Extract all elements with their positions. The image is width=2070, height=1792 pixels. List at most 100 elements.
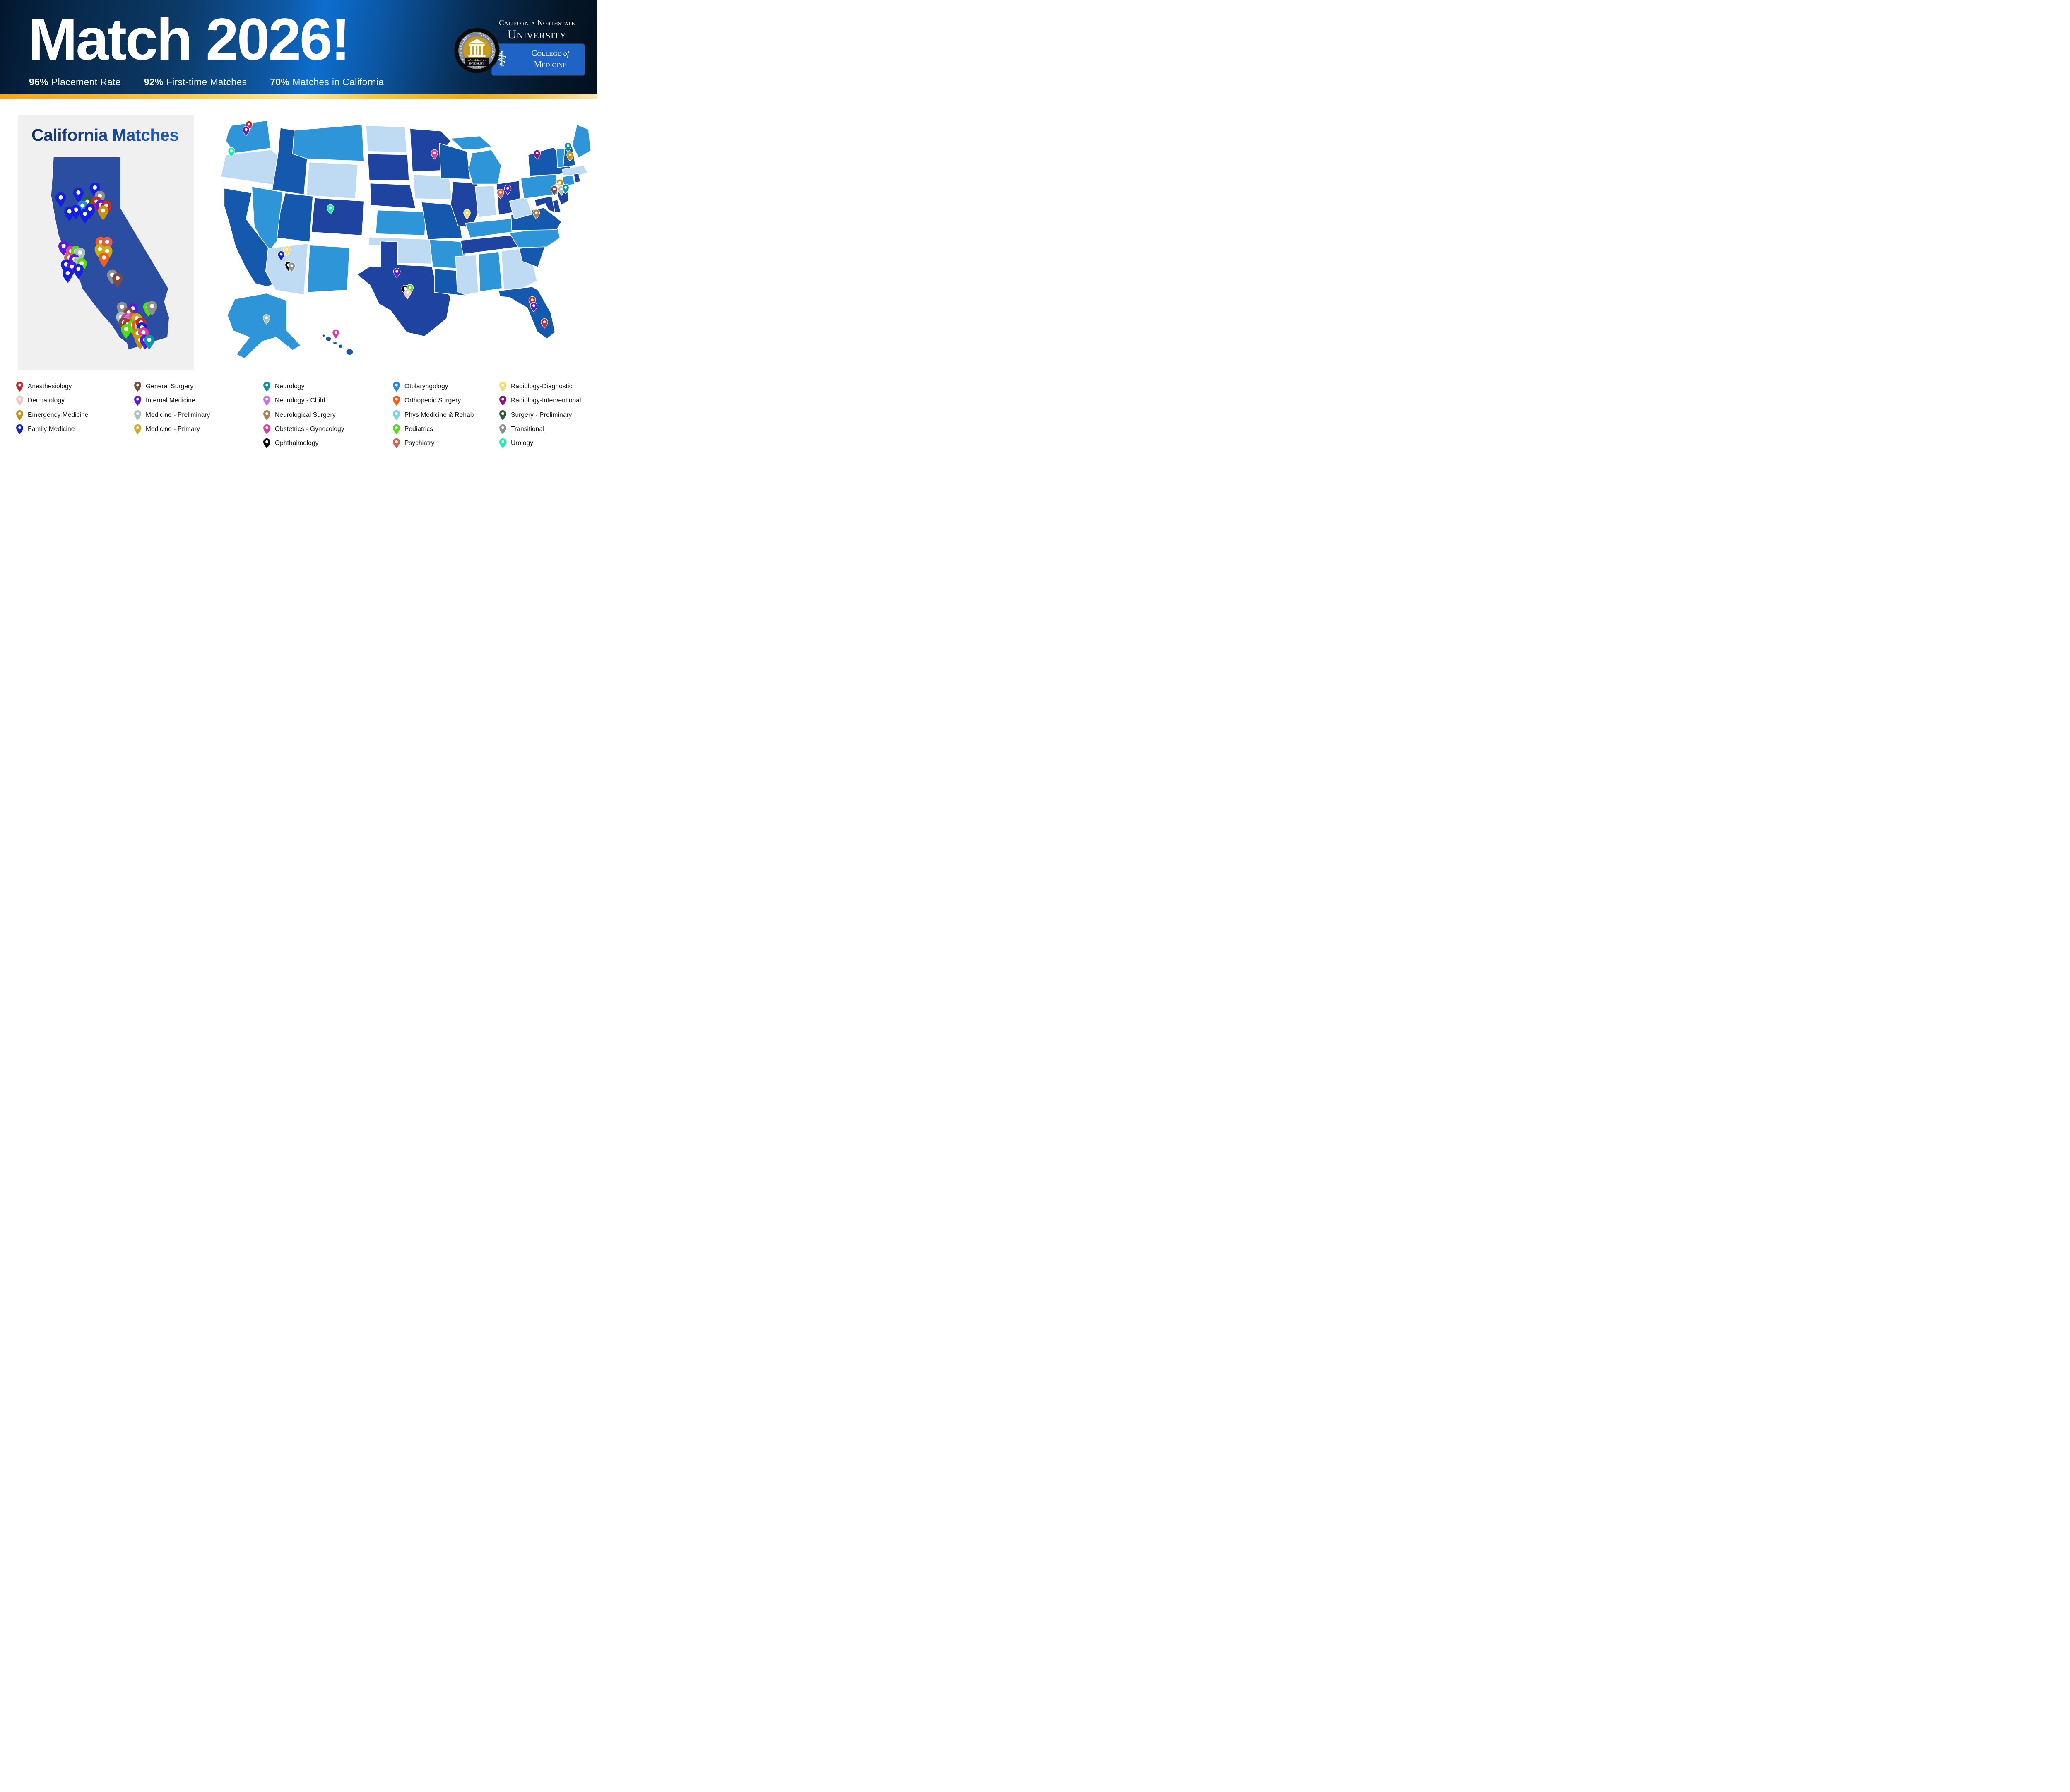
legend-label: Ophthalmology: [275, 440, 319, 447]
ca-pin-family_medicine: [79, 209, 90, 224]
legend-item-emergency_medicine: Emergency Medicine: [16, 408, 89, 422]
us-pin-TX-internal_medicine: [393, 268, 401, 278]
legend-item-medicine_preliminary: Medicine - Preliminary: [134, 408, 210, 422]
legend-item-internal_medicine: Internal Medicine: [134, 394, 210, 408]
us-pin-NH-emergency_medicine: [566, 151, 574, 162]
orthopedic_surgery-pin-icon: [393, 396, 400, 406]
state-MS: [455, 255, 479, 296]
us-pin-AZ-radiology_diagnostic: [283, 245, 291, 256]
legend-item-phys_medicine_rehab: Phys Medicine & Rehab: [393, 408, 474, 422]
california-matches-panel: California Matches: [18, 115, 194, 370]
logo-org-name: California Northstate: [499, 19, 575, 27]
urology-pin-icon: [499, 438, 506, 449]
legend-item-neurological_surgery: Neurological Surgery: [263, 408, 344, 422]
state-MD: [534, 196, 556, 213]
us-pin-OR-urology: [228, 147, 235, 158]
legend-item-urology: Urology: [499, 436, 581, 450]
ophthalmology-pin-icon-glyph: [263, 438, 270, 449]
university-seal-icon: WELLNESS · ETHICS · REASON · PROBLEM SOL…: [454, 27, 500, 74]
ca-pin-family_medicine: [63, 268, 73, 283]
header-banner: Match 2026! 96% Placement Rate 92% First-t…: [0, 0, 597, 94]
psychiatry-pin-icon: [393, 438, 400, 449]
state-ME: [572, 124, 592, 159]
internal_medicine-pin-icon: [134, 396, 141, 406]
radiology_diagnostic-pin-icon-glyph: [499, 382, 506, 392]
college-line1: College of: [531, 48, 569, 58]
legend-column-2: General Surgery Internal Medicine Medicine…: [134, 380, 210, 436]
anesthesiology-pin-icon-glyph: [16, 382, 23, 392]
state-RI: [573, 173, 581, 183]
state-FL: [498, 286, 556, 339]
ca-pin-general_surgery: [112, 273, 123, 288]
ca-pin-emergency_medicine: [98, 205, 108, 221]
otolaryngology-pin-icon-glyph: [393, 382, 400, 392]
stat-placement-rate: 96% Placement Rate: [29, 77, 121, 87]
legend-item-psychiatry: Psychiatry: [393, 436, 474, 450]
legend-label: Radiology-Diagnostic: [511, 383, 573, 390]
state-WV: [509, 197, 533, 220]
legend-item-pediatrics: Pediatrics: [393, 422, 474, 436]
state-MI: [450, 135, 492, 150]
state-HI: [322, 334, 325, 337]
legend-item-ophthalmology: Ophthalmology: [263, 436, 344, 450]
legend-item-dermatology: Dermatology: [16, 394, 89, 408]
legend-column-5: Radiology-Diagnostic Radiology-Interventi…: [499, 380, 581, 450]
internal_medicine-pin-icon-glyph: [134, 396, 141, 406]
us-pin-FL-anesthesiology: [541, 318, 548, 329]
neurology-pin-icon-glyph: [263, 382, 270, 392]
legend-label: Family Medicine: [28, 426, 75, 433]
legend-item-radiology_interventional: Radiology-Interventional: [499, 394, 581, 408]
us-pin-OH-psychiatry: [496, 189, 504, 199]
family_medicine-pin-icon-glyph: [16, 424, 23, 435]
neurology_child-pin-icon: [263, 396, 270, 406]
state-MO: [421, 202, 462, 240]
college-line2: Medicine: [534, 59, 567, 69]
state-AL: [478, 251, 503, 292]
us-map: [220, 120, 592, 359]
radiology_interventional-pin-icon: [499, 396, 506, 406]
legend-label: Medicine - Preliminary: [146, 411, 210, 419]
ca-pin-transitional: [147, 301, 157, 316]
legend-item-surgery_preliminary: Surgery - Preliminary: [499, 408, 581, 422]
legend-column-1: Anesthesiology Dermatology Emergency Medic…: [16, 380, 89, 436]
radiology_diagnostic-pin-icon: [499, 382, 506, 392]
state-WY: [306, 161, 358, 199]
dermatology-pin-icon: [16, 396, 23, 406]
legend-label: Neurological Surgery: [275, 411, 336, 419]
emergency_medicine-pin-icon: [16, 410, 23, 420]
legend-label: Radiology-Interventional: [511, 397, 581, 404]
us-pin-WA-internal_medicine: [242, 126, 250, 136]
us-pin-TX-dermatology: [404, 289, 412, 299]
us-pin-AZ-family_medicine: [277, 250, 285, 261]
obstetrics_gynecology-pin-icon-glyph: [263, 424, 270, 435]
state-SD: [367, 153, 410, 181]
legend-item-neurology_child: Neurology - Child: [263, 394, 344, 408]
gold-divider: [0, 94, 597, 99]
transitional-pin-icon: [499, 424, 506, 435]
legend-item-anesthesiology: Anesthesiology: [16, 380, 89, 394]
neurology-pin-icon: [263, 382, 270, 392]
us-pin-CO-urology: [327, 204, 335, 214]
state-MT: [292, 124, 365, 162]
legend-label: Psychiatry: [404, 440, 435, 447]
legend-item-orthopedic_surgery: Orthopedic Surgery: [393, 394, 474, 408]
state-WA: [225, 120, 271, 154]
state-IN: [474, 185, 497, 218]
medicine_preliminary-pin-icon-glyph: [134, 410, 141, 420]
legend-label: General Surgery: [146, 383, 194, 390]
state-KY: [465, 218, 516, 238]
legend-label: Medicine - Primary: [146, 426, 200, 433]
state-WI: [439, 143, 471, 180]
legend-item-neurology: Neurology: [263, 380, 344, 394]
family_medicine-pin-icon: [16, 424, 23, 435]
medicine_primary-pin-icon: [134, 424, 141, 435]
state-HI: [326, 337, 331, 341]
cnu-logo: California Northstate University ⚕ Colle…: [454, 17, 585, 82]
seal-motto-1: EXCELLENCE: [467, 58, 486, 62]
legend-item-family_medicine: Family Medicine: [16, 422, 89, 436]
us-pin-FL-internal_medicine: [530, 302, 538, 313]
phys_medicine_rehab-pin-icon-glyph: [393, 410, 400, 420]
state-MA: [562, 165, 588, 176]
phys_medicine_rehab-pin-icon: [393, 410, 400, 420]
us-pin-NY-radiology_interventional: [533, 149, 541, 160]
